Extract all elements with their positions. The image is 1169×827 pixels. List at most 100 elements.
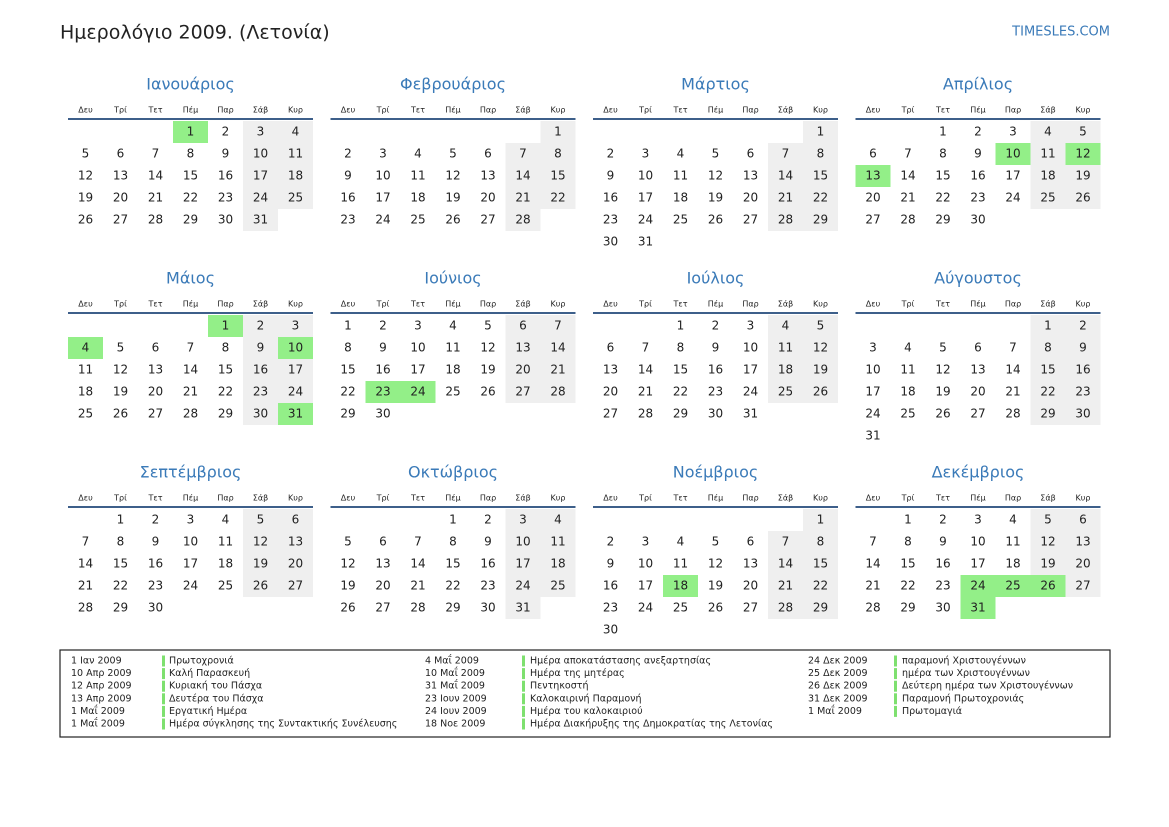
day: 21 xyxy=(778,191,793,205)
weekday: Παρ xyxy=(742,494,758,503)
day: 12 xyxy=(445,169,460,183)
day: 22 xyxy=(935,191,950,205)
weekend-cell xyxy=(243,553,278,575)
weekend-cell xyxy=(803,359,838,381)
site-link[interactable]: TIMESLES.COM xyxy=(1011,25,1110,40)
day: 10 xyxy=(288,341,303,355)
day: 8 xyxy=(817,535,825,549)
day: 31 xyxy=(253,213,268,227)
weekend-cell xyxy=(1030,165,1066,187)
holiday-marker xyxy=(162,668,165,680)
holiday-date: 25 Δεκ 2009 xyxy=(808,668,868,679)
day: 1 xyxy=(817,513,825,527)
holiday-cell xyxy=(663,575,698,597)
weekday: Τρί xyxy=(113,300,127,309)
weekday: Τετ xyxy=(935,106,950,115)
weekend-cell xyxy=(505,209,541,231)
day: 26 xyxy=(1075,191,1090,205)
weekday: Πέμ xyxy=(183,299,198,309)
day: 29 xyxy=(900,601,915,615)
day: 2 xyxy=(607,147,615,161)
day: 5 xyxy=(1044,513,1052,527)
day: 19 xyxy=(480,363,495,377)
day: 2 xyxy=(152,513,160,527)
day: 6 xyxy=(607,341,615,355)
weekday: Σάβ xyxy=(253,494,268,503)
day: 29 xyxy=(935,213,950,227)
day: 17 xyxy=(638,191,653,205)
day: 20 xyxy=(743,191,758,205)
day: 22 xyxy=(218,385,233,399)
day: 9 xyxy=(607,557,615,571)
day: 16 xyxy=(148,557,163,571)
day: 15 xyxy=(1040,363,1055,377)
day: 22 xyxy=(1040,385,1055,399)
day: 5 xyxy=(82,147,90,161)
day: 4 xyxy=(222,513,230,527)
day: 20 xyxy=(515,363,530,377)
month-title: Μάιος xyxy=(166,269,215,288)
day: 1 xyxy=(344,319,352,333)
day: 18 xyxy=(900,385,915,399)
day: 10 xyxy=(253,147,268,161)
weekday: Τρί xyxy=(376,494,390,503)
holiday-marker xyxy=(162,655,165,667)
weekday: Πέμ xyxy=(708,299,723,309)
weekday: Πέμ xyxy=(183,105,198,115)
day: 23 xyxy=(480,579,495,593)
day: 2 xyxy=(712,319,720,333)
weekend-cell xyxy=(803,121,838,143)
day: 8 xyxy=(939,147,947,161)
weekday: Δευ xyxy=(866,106,881,115)
day: 24 xyxy=(288,385,303,399)
day: 22 xyxy=(183,191,198,205)
holiday-name: Καλοκαιρινή Παραμονή xyxy=(530,693,641,704)
day: 3 xyxy=(292,319,300,333)
weekend-cell xyxy=(1065,121,1101,143)
day: 5 xyxy=(449,147,457,161)
weekend-cell xyxy=(278,165,313,187)
day: 27 xyxy=(113,213,128,227)
holiday-date: 31 Μαΐ 2009 xyxy=(425,680,485,692)
weekday: Πέμ xyxy=(970,493,985,503)
day: 25 xyxy=(410,213,425,227)
day: 11 xyxy=(673,169,688,183)
day: 18 xyxy=(673,579,688,593)
day: 30 xyxy=(603,623,618,637)
day: 1 xyxy=(449,513,457,527)
day: 5 xyxy=(712,147,720,161)
weekday: Παρ xyxy=(217,300,233,309)
day: 29 xyxy=(1040,407,1055,421)
holiday-marker xyxy=(522,680,525,692)
weekday: Τετ xyxy=(410,106,425,115)
weekday: Δευ xyxy=(78,494,93,503)
month-title: Μάρτιος xyxy=(681,75,750,94)
holiday-date: 1 Μαΐ 2009 xyxy=(808,705,862,717)
day: 3 xyxy=(414,319,422,333)
day: 28 xyxy=(183,407,198,421)
holiday-name: Ημέρα αποκατάστασης ανεξαρτησίας xyxy=(530,656,711,667)
day: 19 xyxy=(340,579,355,593)
weekday: Παρ xyxy=(480,300,496,309)
weekend-cell xyxy=(505,359,541,381)
day: 19 xyxy=(78,191,93,205)
weekend-cell xyxy=(540,187,576,209)
day: 1 xyxy=(222,319,230,333)
day: 11 xyxy=(900,363,915,377)
day: 22 xyxy=(445,579,460,593)
weekday: Σάβ xyxy=(515,300,530,309)
day: 14 xyxy=(410,557,425,571)
weekend-cell xyxy=(505,531,541,553)
day: 15 xyxy=(550,169,565,183)
day: 16 xyxy=(1075,363,1090,377)
day: 22 xyxy=(813,579,828,593)
day: 7 xyxy=(82,535,90,549)
weekday: Τετ xyxy=(935,494,950,503)
day: 17 xyxy=(638,579,653,593)
weekday: Κυρ xyxy=(551,494,566,503)
day: 24 xyxy=(253,191,268,205)
holiday-cell xyxy=(278,403,313,425)
weekend-cell xyxy=(1065,315,1101,337)
day: 6 xyxy=(379,535,387,549)
